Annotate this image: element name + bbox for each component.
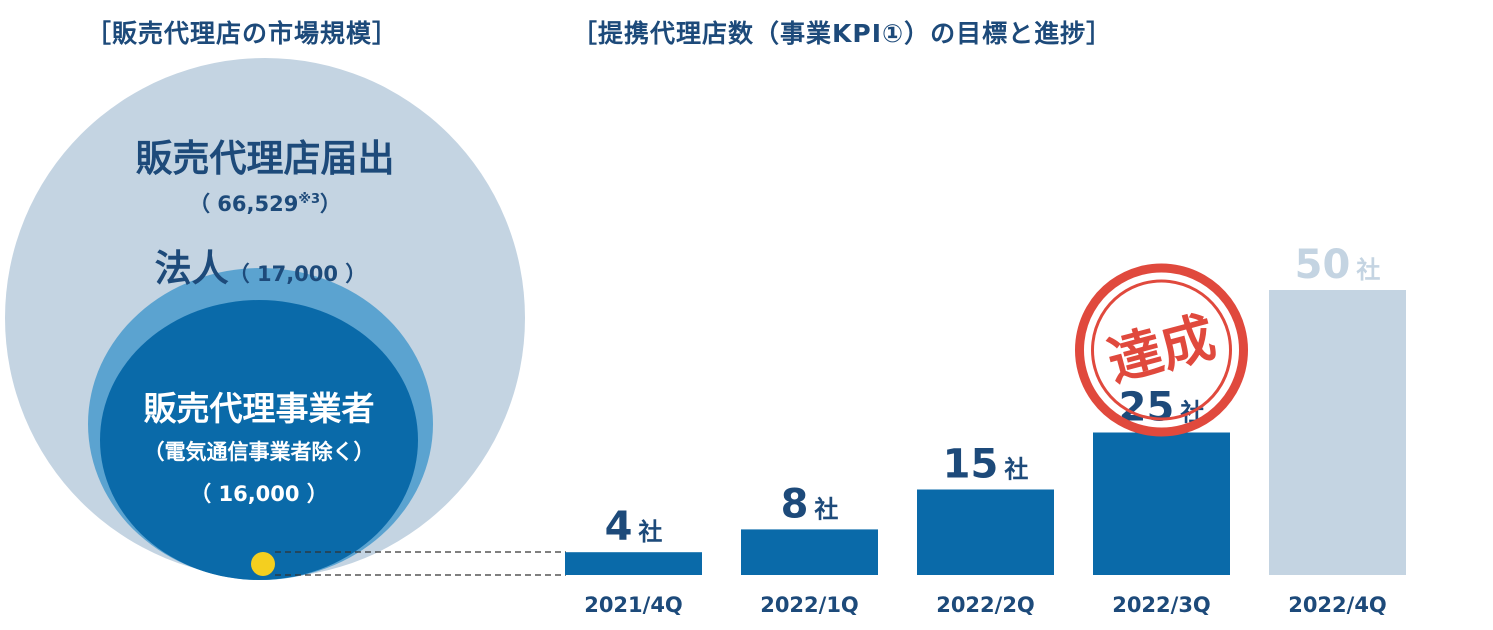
sales-agency-business-circle (100, 300, 418, 580)
category-label-2022-3Q: 2022/3Q (1112, 593, 1211, 617)
value-label-2022-4Q: 50 社 (1295, 242, 1381, 288)
distributor-filings-label: 販売代理店届出 (135, 137, 395, 180)
stamp-ring-outer (1075, 263, 1248, 437)
sales-agency-label-group: 販売代理事業者 （電気通信事業者除く） （ 16,000 ） (100, 382, 418, 508)
value-unit: 社 (1004, 456, 1028, 484)
marker-dot (251, 552, 275, 576)
sales-agency-label: 販売代理事業者 (143, 389, 375, 428)
value-number: 8 (781, 481, 809, 527)
bar-2022-2Q (917, 489, 1054, 575)
distributor-filings-value-close: ） (320, 192, 342, 216)
market-size-title: ［販売代理店の市場規模］ (86, 19, 399, 48)
bar-2022-4Q (1269, 290, 1406, 575)
footnote-mark: ※3 (298, 192, 321, 207)
bars-layer (565, 290, 1406, 575)
stamp-ring-inner (1091, 279, 1232, 421)
bar-2022-1Q (741, 529, 878, 575)
value-number: 15 (943, 442, 999, 488)
stamp-text: 達成 (1101, 305, 1222, 394)
category-label-2021-4Q: 2021/4Q (584, 593, 683, 617)
value-number: 50 (1295, 242, 1351, 288)
value-number: 4 (605, 504, 633, 550)
value-unit: 社 (814, 495, 838, 523)
bar-2022-3Q (1093, 432, 1230, 575)
corporation-label-group: 法人（ 17,000 ） (88, 238, 433, 292)
distributor-filings-label-group: 販売代理店届出 （ 66,529※3） (5, 128, 525, 218)
corporation-value: （ 17,000 ） (228, 262, 367, 286)
category-label-2022-2Q: 2022/2Q (936, 593, 1035, 617)
sales-agency-sublabel: （電気通信事業者除く） (143, 440, 375, 464)
distributor-filings-value: （ 66,529 (188, 192, 299, 216)
distributor-filings-value-line: （ 66,529※3） (5, 188, 525, 218)
category-label-2022-1Q: 2022/1Q (760, 593, 859, 617)
achieved-stamp: 達成 (1075, 263, 1248, 437)
value-unit: 社 (638, 518, 662, 546)
kpi-chart-title: ［提携代理店数（事業KPI①）の目標と進捗］ (572, 19, 1113, 48)
value-unit: 社 (1356, 256, 1380, 284)
corporation-label: 法人 (154, 247, 229, 290)
value-label-2022-2Q: 15 社 (943, 442, 1029, 488)
category-label-2022-4Q: 2022/4Q (1288, 593, 1387, 617)
sales-agency-value: （ 16,000 ） (190, 482, 328, 506)
bar-2021-4Q (565, 552, 702, 575)
